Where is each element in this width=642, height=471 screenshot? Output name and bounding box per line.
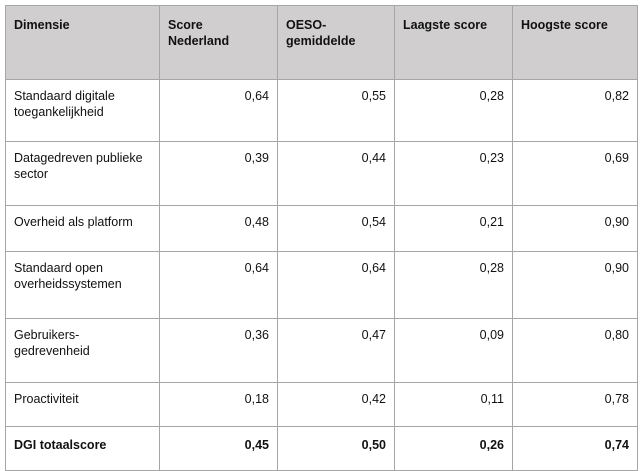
table-row: Proactiviteit 0,18 0,42 0,11 0,78 — [5, 382, 638, 427]
table-row: Standaard digitale toegankelijkheid 0,64… — [5, 79, 638, 142]
cell-laagste-score: 0,09 — [394, 318, 513, 383]
cell-oeso-gemiddelde: 0,64 — [277, 251, 395, 319]
cell-dimensie: Standaard digitale toegankelijkheid — [5, 79, 160, 142]
table-row: Datagedreven publieke sector 0,39 0,44 0… — [5, 141, 638, 206]
cell-dimensie: Datagedreven publieke sector — [5, 141, 160, 206]
table-header: Dimensie Score Nederland OESO- gemiddeld… — [5, 5, 638, 80]
total-score-nederland: 0,45 — [159, 426, 278, 471]
cell-oeso-gemiddelde: 0,47 — [277, 318, 395, 383]
cell-oeso-gemiddelde: 0,54 — [277, 205, 395, 252]
header-laagste-score: Laagste score — [394, 5, 513, 80]
cell-dimensie: Overheid als platform — [5, 205, 160, 252]
cell-hoogste-score: 0,90 — [512, 251, 638, 319]
cell-oeso-gemiddelde: 0,55 — [277, 79, 395, 142]
cell-score-nederland: 0,36 — [159, 318, 278, 383]
cell-laagste-score: 0,28 — [394, 79, 513, 142]
cell-hoogste-score: 0,82 — [512, 79, 638, 142]
header-hoogste-score: Hoogste score — [512, 5, 638, 80]
header-score-nederland: Score Nederland — [159, 5, 278, 80]
cell-dimensie: Proactiviteit — [5, 382, 160, 427]
table-row: Gebruikers- gedrevenheid 0,36 0,47 0,09 … — [5, 318, 638, 383]
table-body: Standaard digitale toegankelijkheid 0,64… — [5, 79, 638, 471]
header-row: Dimensie Score Nederland OESO- gemiddeld… — [5, 5, 638, 80]
cell-dimensie: Gebruikers- gedrevenheid — [5, 318, 160, 383]
cell-hoogste-score: 0,78 — [512, 382, 638, 427]
dgi-score-table: Dimensie Score Nederland OESO- gemiddeld… — [5, 5, 638, 471]
header-oeso-gemiddelde: OESO- gemiddelde — [277, 5, 395, 80]
cell-oeso-gemiddelde: 0,42 — [277, 382, 395, 427]
cell-laagste-score: 0,11 — [394, 382, 513, 427]
total-oeso-gemiddelde: 0,50 — [277, 426, 395, 471]
cell-score-nederland: 0,18 — [159, 382, 278, 427]
cell-laagste-score: 0,23 — [394, 141, 513, 206]
total-row: DGI totaalscore 0,45 0,50 0,26 0,74 — [5, 426, 638, 471]
cell-oeso-gemiddelde: 0,44 — [277, 141, 395, 206]
cell-dimensie: Standaard open overheidssystemen — [5, 251, 160, 319]
header-dimensie: Dimensie — [5, 5, 160, 80]
cell-score-nederland: 0,39 — [159, 141, 278, 206]
cell-laagste-score: 0,28 — [394, 251, 513, 319]
total-hoogste-score: 0,74 — [512, 426, 638, 471]
cell-hoogste-score: 0,69 — [512, 141, 638, 206]
cell-score-nederland: 0,64 — [159, 251, 278, 319]
cell-hoogste-score: 0,80 — [512, 318, 638, 383]
cell-score-nederland: 0,64 — [159, 79, 278, 142]
table-row: Overheid als platform 0,48 0,54 0,21 0,9… — [5, 205, 638, 252]
cell-score-nederland: 0,48 — [159, 205, 278, 252]
total-dimensie: DGI totaalscore — [5, 426, 160, 471]
cell-laagste-score: 0,21 — [394, 205, 513, 252]
cell-hoogste-score: 0,90 — [512, 205, 638, 252]
table-row: Standaard open overheidssystemen 0,64 0,… — [5, 251, 638, 319]
total-laagste-score: 0,26 — [394, 426, 513, 471]
